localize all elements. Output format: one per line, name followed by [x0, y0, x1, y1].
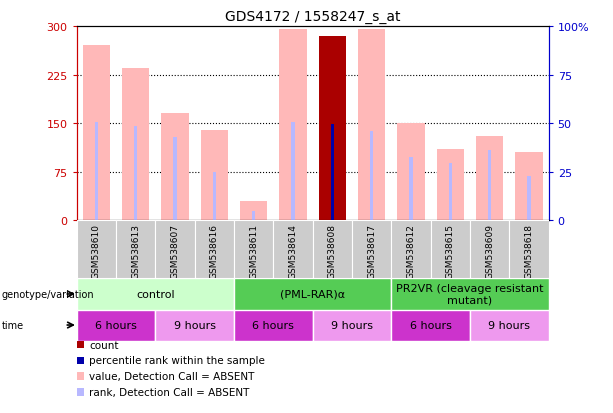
Text: GSM538613: GSM538613 — [131, 224, 140, 279]
Bar — [240, 202, 267, 221]
Bar — [234, 221, 273, 279]
Bar — [200, 131, 228, 221]
Bar — [391, 279, 549, 310]
Bar — [313, 310, 391, 341]
Bar — [370, 132, 373, 221]
Text: GSM538610: GSM538610 — [92, 224, 101, 279]
Bar — [134, 127, 137, 221]
Bar — [252, 211, 255, 221]
Text: (PML-RAR)α: (PML-RAR)α — [280, 289, 345, 299]
Bar — [358, 30, 386, 221]
Bar — [476, 137, 503, 221]
Text: GSM538617: GSM538617 — [367, 224, 376, 279]
Bar — [161, 114, 189, 221]
Bar — [77, 221, 116, 279]
Bar — [470, 310, 549, 341]
Bar — [279, 30, 306, 221]
Text: 9 hours: 9 hours — [173, 320, 216, 330]
Text: 9 hours: 9 hours — [331, 320, 373, 330]
Bar — [391, 221, 430, 279]
Bar — [155, 310, 234, 341]
Text: genotype/variation: genotype/variation — [2, 289, 94, 299]
Bar — [173, 138, 177, 221]
Bar — [234, 310, 313, 341]
Bar — [122, 69, 150, 221]
Text: control: control — [136, 289, 175, 299]
Bar — [430, 221, 470, 279]
Title: GDS4172 / 1558247_s_at: GDS4172 / 1558247_s_at — [225, 10, 400, 24]
Text: GSM538608: GSM538608 — [328, 224, 337, 279]
Text: count: count — [89, 340, 118, 350]
Bar — [391, 310, 470, 341]
Bar — [319, 36, 346, 221]
Text: rank, Detection Call = ABSENT: rank, Detection Call = ABSENT — [89, 387, 249, 397]
Text: GSM538612: GSM538612 — [406, 224, 416, 279]
Bar — [213, 173, 216, 221]
Text: percentile rank within the sample: percentile rank within the sample — [89, 356, 265, 366]
Text: GSM538618: GSM538618 — [525, 224, 533, 279]
Bar — [95, 123, 98, 221]
Bar — [397, 124, 425, 221]
Text: GSM538616: GSM538616 — [210, 224, 219, 279]
Bar — [449, 164, 452, 221]
Bar — [234, 279, 391, 310]
Text: 6 hours: 6 hours — [253, 320, 294, 330]
Text: 6 hours: 6 hours — [95, 320, 137, 330]
Bar — [409, 157, 413, 221]
Bar — [331, 125, 334, 221]
Bar — [352, 221, 391, 279]
Bar — [488, 151, 491, 221]
Text: GSM538607: GSM538607 — [170, 224, 180, 279]
Text: PR2VR (cleavage resistant
mutant): PR2VR (cleavage resistant mutant) — [396, 283, 544, 305]
Bar — [77, 310, 155, 341]
Text: GSM538609: GSM538609 — [485, 224, 494, 279]
Bar — [273, 221, 313, 279]
Bar — [527, 177, 530, 221]
Bar — [116, 221, 155, 279]
Bar — [77, 279, 234, 310]
Text: 6 hours: 6 hours — [409, 320, 452, 330]
Bar — [194, 221, 234, 279]
Bar — [155, 221, 195, 279]
Text: GSM538611: GSM538611 — [249, 224, 258, 279]
Bar — [515, 153, 543, 221]
Bar — [291, 123, 294, 221]
Bar — [470, 221, 509, 279]
Text: GSM538614: GSM538614 — [289, 224, 297, 279]
Text: GSM538615: GSM538615 — [446, 224, 455, 279]
Bar — [313, 221, 352, 279]
Bar — [83, 46, 110, 221]
Text: time: time — [2, 320, 24, 330]
Bar — [436, 150, 464, 221]
Text: value, Detection Call = ABSENT: value, Detection Call = ABSENT — [89, 371, 254, 381]
Bar — [509, 221, 549, 279]
Text: 9 hours: 9 hours — [489, 320, 530, 330]
